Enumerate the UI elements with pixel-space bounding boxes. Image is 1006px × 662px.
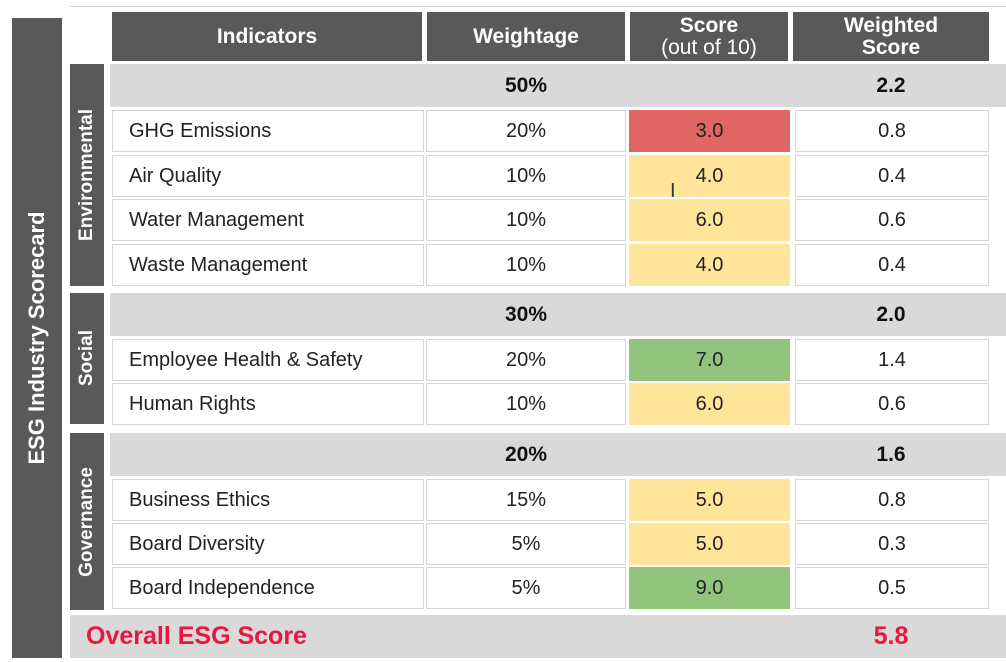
section-row-social (110, 293, 1006, 336)
score-cell: 3.0 (629, 110, 790, 152)
header-weighted-score: Weighted Score (793, 12, 989, 61)
weight-cell: 10% (426, 244, 626, 286)
weight-cell: 20% (426, 110, 626, 152)
indicator-cell: Waste Management (112, 244, 424, 286)
weighted-cell: 0.4 (795, 244, 989, 286)
header-indicators-label: Indicators (216, 24, 318, 48)
header-weightage-label: Weightage (473, 24, 579, 48)
score-cell: 4.0 (629, 155, 790, 197)
header-indicators: Indicators (112, 12, 422, 61)
score-cell: 5.0 (629, 523, 790, 565)
score-cell: 7.0 (629, 339, 790, 381)
header-weighted-line1: Weighted (843, 13, 939, 37)
overall-row (70, 615, 1006, 658)
weighted-cell: 0.8 (795, 110, 989, 152)
section-row-governance (110, 433, 1006, 476)
weight-cell: 5% (426, 523, 626, 565)
indicator-cell: Business Ethics (112, 479, 424, 521)
side-title-bar (12, 18, 62, 658)
section-row-environmental (110, 64, 1006, 107)
text-cursor-icon: Ι (670, 180, 676, 202)
indicator-cell: GHG Emissions (112, 110, 424, 152)
header-score-line1: Score (679, 13, 739, 37)
side-title-wrap: ESG Industry Scorecard (17, 211, 57, 464)
weighted-cell: 1.4 (795, 339, 989, 381)
indicator-cell: Air Quality (112, 155, 424, 197)
section-weight-governance: 20% (504, 442, 548, 466)
weight-cell: 15% (426, 479, 626, 521)
weight-cell: 10% (426, 383, 626, 425)
score-cell: 9.0 (629, 567, 790, 609)
weighted-cell: 0.4 (795, 155, 989, 197)
section-label-wrap-social: Social (72, 311, 102, 405)
score-cell: 4.0 (629, 244, 790, 286)
section-weight-environmental: 50% (504, 73, 548, 97)
weighted-cell: 0.3 (795, 523, 989, 565)
side-title: ESG Industry Scorecard (24, 211, 49, 465)
score-cell: 6.0 (629, 383, 790, 425)
header-score-line2: (out of 10) (661, 35, 757, 59)
weighted-cell: 0.8 (795, 479, 989, 521)
weight-cell: 10% (426, 155, 626, 197)
indicator-cell: Board Diversity (112, 523, 424, 565)
section-label-wrap-environmental: Environmental (72, 109, 102, 241)
section-label-bar-environmental (70, 64, 104, 286)
weight-cell: 10% (426, 199, 626, 241)
weighted-cell: 0.6 (795, 199, 989, 241)
header-weightage: Weightage (427, 12, 625, 61)
overall-label: Overall ESG Score (86, 622, 307, 650)
weighted-cell: 0.5 (795, 567, 989, 609)
score-cell: 6.0 (629, 199, 790, 241)
indicator-cell: Employee Health & Safety (112, 339, 424, 381)
section-label-governance: Governance (76, 467, 97, 577)
indicator-cell: Board Independence (112, 567, 424, 609)
header-score: Score (out of 10) (630, 12, 788, 61)
indicator-cell: Water Management (112, 199, 424, 241)
top-divider (70, 6, 1006, 7)
indicator-cell: Human Rights (112, 383, 424, 425)
weight-cell: 5% (426, 567, 626, 609)
weight-cell: 20% (426, 339, 626, 381)
weighted-cell: 0.6 (795, 383, 989, 425)
section-weight-social: 30% (504, 302, 548, 326)
overall-value: 5.8 (873, 622, 909, 650)
section-label-bar-governance (70, 433, 104, 610)
section-label-wrap-governance: Governance (72, 462, 102, 582)
section-label-social: Social (76, 330, 97, 386)
section-weighted-governance: 1.6 (876, 442, 906, 466)
section-label-bar-social (70, 293, 104, 424)
section-weighted-environmental: 2.2 (876, 73, 906, 97)
section-weighted-social: 2.0 (876, 302, 906, 326)
section-label-environmental: Environmental (76, 109, 97, 241)
score-cell: 5.0 (629, 479, 790, 521)
header-weighted-line2: Score (861, 35, 921, 59)
